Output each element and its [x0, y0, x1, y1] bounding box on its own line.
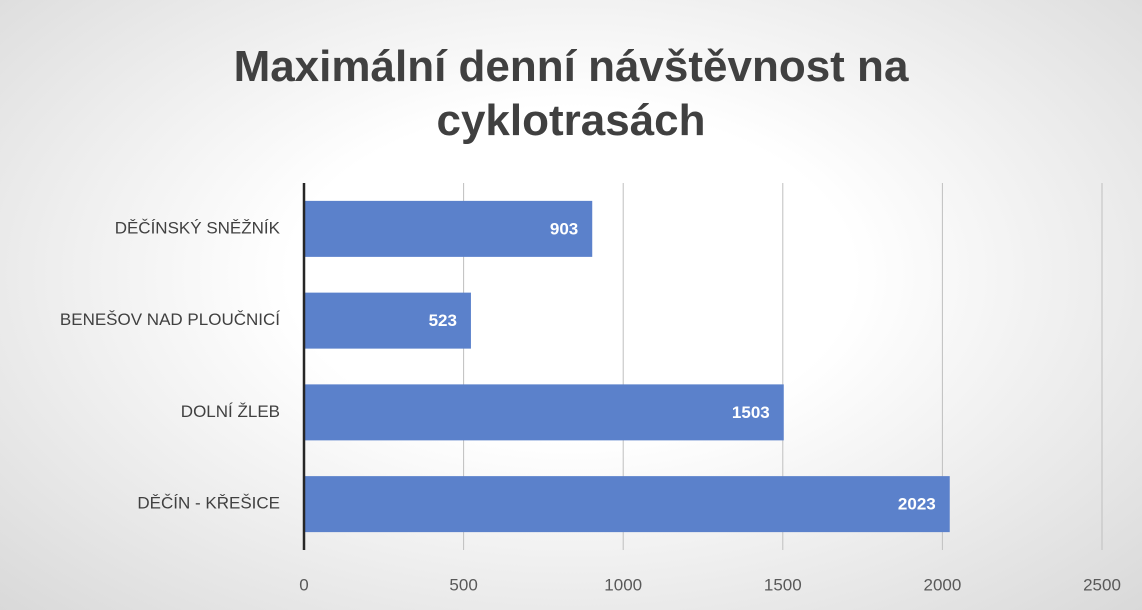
bar	[304, 292, 471, 349]
y-tick-label: BENEŠOV NAD PLOUČNICÍ	[60, 310, 280, 329]
x-tick-label: 500	[449, 575, 477, 594]
x-tick-label: 0	[299, 575, 308, 594]
x-tick-label: 2500	[1083, 575, 1121, 594]
data-label: 2023	[898, 495, 936, 514]
x-tick-label: 1000	[604, 575, 642, 594]
data-label: 1503	[732, 403, 770, 422]
data-label: 903	[550, 219, 578, 238]
x-tick-label: 2000	[923, 575, 961, 594]
bar	[304, 384, 784, 441]
y-tick-label: DĚČÍN - KŘEŠICE	[137, 494, 280, 513]
y-tick-label: DĚČÍNSKÝ SNĚŽNÍK	[115, 218, 281, 237]
data-label: 523	[429, 311, 457, 330]
bar	[304, 200, 593, 257]
y-tick-label: DOLNÍ ŽLEB	[181, 402, 280, 421]
chart-title: Maximální denní návštěvnost na cyklotras…	[233, 42, 909, 145]
x-tick-label: 1500	[764, 575, 802, 594]
bar	[304, 476, 950, 533]
